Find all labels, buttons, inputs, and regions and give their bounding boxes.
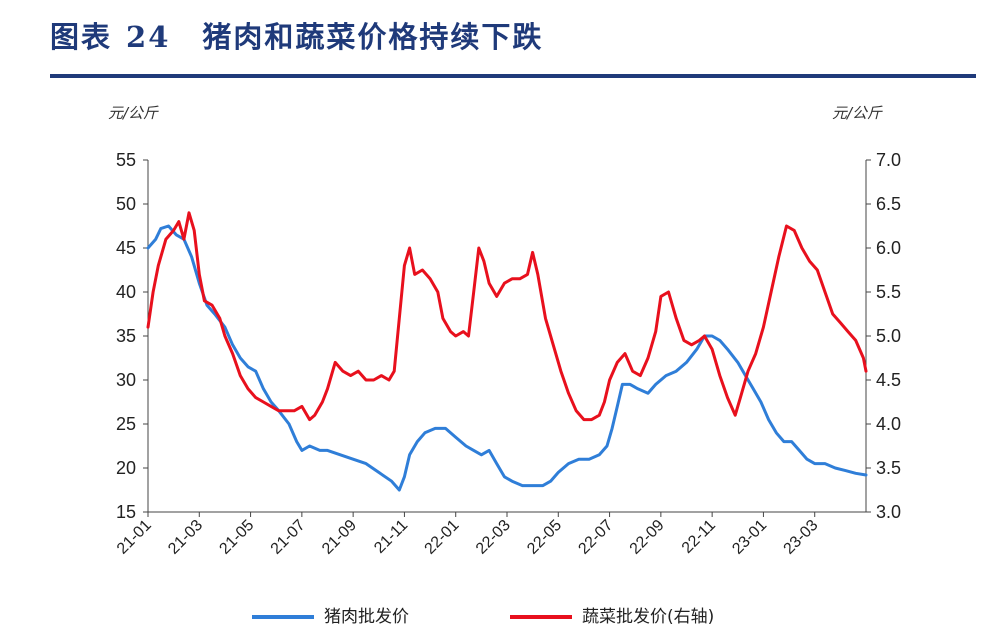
x-tick-label: 23-01	[729, 517, 770, 558]
x-tick-label: 21-05	[216, 517, 257, 558]
x-tick-label: 22-11	[679, 517, 719, 557]
x-tick-label: 22-01	[422, 517, 463, 558]
title-text: 猪肉和蔬菜价格持续下跌	[202, 20, 544, 54]
left-tick-label: 15	[116, 502, 136, 522]
right-tick-label: 3.5	[876, 458, 901, 478]
legend-veg-label: 蔬菜批发价(右轴)	[582, 607, 715, 627]
legend-pork-label: 猪肉批发价	[324, 607, 409, 627]
left-tick-label: 50	[116, 194, 136, 214]
left-tick-label: 35	[116, 326, 136, 346]
right-tick-label: 4.5	[876, 370, 901, 390]
right-axis-unit: 元/公斤	[832, 104, 883, 122]
x-tick-label: 23-03	[781, 517, 822, 558]
x-tick-label: 21-07	[268, 517, 309, 558]
chart-title: 图表 24 猪肉和蔬菜价格持续下跌	[50, 14, 543, 56]
left-tick-label: 45	[116, 238, 136, 258]
right-tick-label: 7.0	[876, 150, 901, 170]
x-tick-label: 22-05	[524, 517, 565, 558]
x-tick-label: 22-07	[575, 517, 616, 558]
legend-pork: 猪肉批发价	[252, 602, 409, 627]
x-tick-label: 21-11	[371, 517, 411, 557]
left-tick-label: 40	[116, 282, 136, 302]
left-tick-label: 20	[116, 458, 136, 478]
left-tick-label: 25	[116, 414, 136, 434]
right-tick-label: 3.0	[876, 502, 901, 522]
x-tick-label: 21-01	[114, 517, 155, 558]
legend-veg-swatch	[510, 615, 572, 619]
legend-pork-swatch	[252, 615, 314, 619]
x-tick-label: 21-03	[165, 517, 206, 558]
x-tick-label: 22-09	[627, 517, 668, 558]
right-tick-label: 5.5	[876, 282, 901, 302]
vegetable-price-line	[146, 211, 868, 422]
right-tick-label: 6.0	[876, 238, 901, 258]
figure-number: 24	[126, 20, 171, 54]
right-tick-label: 4.0	[876, 414, 901, 434]
pork-price-line	[146, 224, 868, 492]
legend-veg: 蔬菜批发价(右轴)	[510, 602, 714, 627]
right-tick-label: 5.0	[876, 326, 901, 346]
figure-label: 图表	[50, 20, 113, 54]
right-tick-label: 6.5	[876, 194, 901, 214]
title-rule	[50, 74, 976, 78]
left-axis-unit: 元/公斤	[108, 104, 159, 122]
x-tick-label: 22-03	[473, 517, 514, 558]
left-tick-label: 30	[116, 370, 136, 390]
x-tick-label: 21-09	[319, 517, 360, 558]
left-tick-label: 55	[116, 150, 136, 170]
